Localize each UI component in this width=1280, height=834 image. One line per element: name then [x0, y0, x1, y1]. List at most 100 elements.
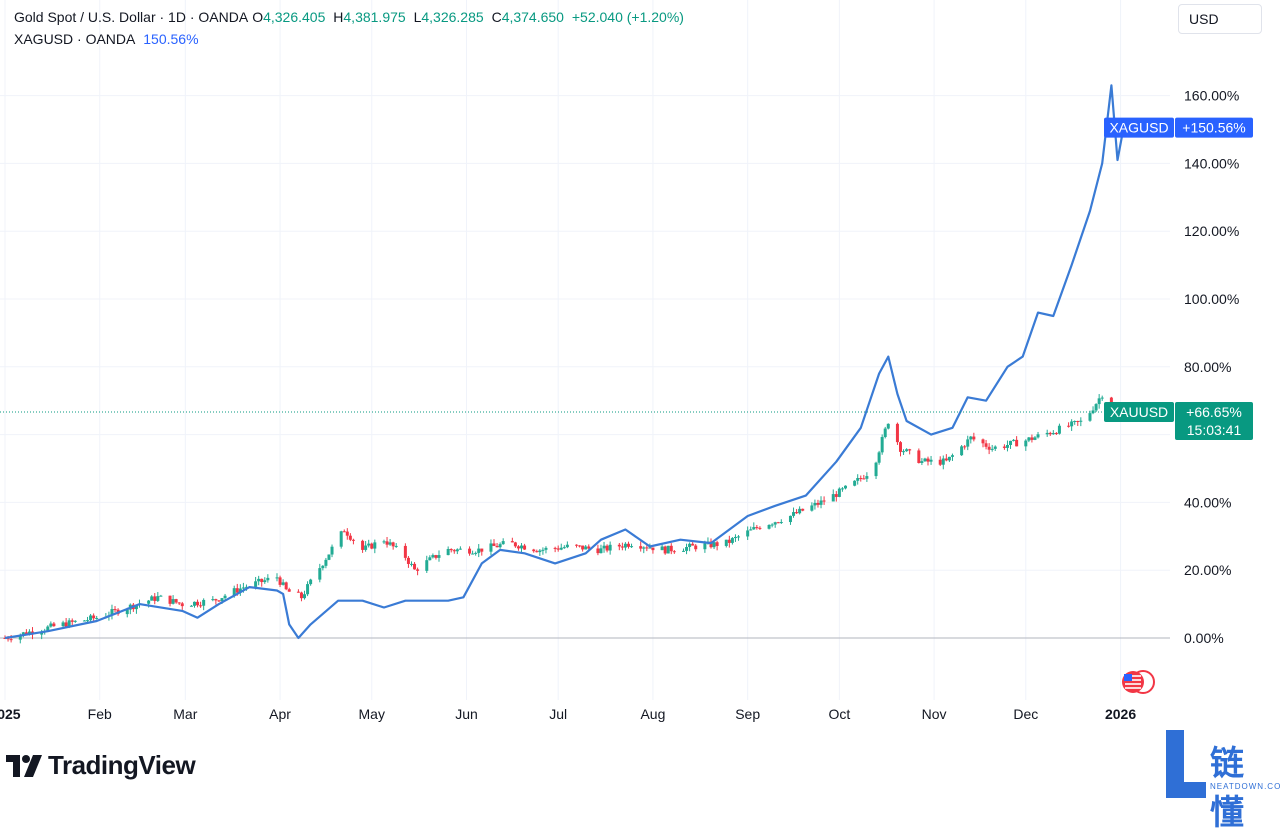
gold-candle	[489, 543, 493, 552]
gold-candle	[562, 547, 566, 549]
gold-candle	[752, 527, 756, 530]
gold-candle	[520, 545, 524, 549]
gold-candle	[125, 609, 129, 615]
compare-value: 150.56%	[143, 31, 199, 47]
y-tick-label: 40.00%	[1184, 494, 1231, 510]
gold-candle	[287, 589, 291, 592]
gold-candle	[403, 545, 407, 558]
gold-candle	[324, 559, 328, 566]
gold-candle	[306, 584, 310, 595]
x-tick-label: 2026	[1105, 706, 1136, 722]
close-value: 4,374.650	[501, 9, 564, 25]
gold-candle	[309, 579, 313, 585]
change-value: +52.040 (+1.20%)	[571, 9, 684, 25]
gold-candle	[929, 459, 933, 462]
gold-candle	[501, 541, 505, 545]
gold-candle	[902, 451, 906, 453]
gold-candle	[880, 437, 884, 453]
gold-candle	[428, 557, 432, 561]
gold-candle	[452, 550, 456, 552]
gold-candle	[834, 494, 838, 497]
x-tick-label: Nov	[922, 706, 947, 722]
gold-candle	[553, 547, 557, 549]
xagusd-name-badge	[1104, 117, 1174, 138]
gold-candle	[770, 524, 774, 526]
gold-candle	[856, 478, 860, 481]
gold-candle	[1033, 437, 1037, 440]
gold-candle	[819, 500, 823, 505]
watermark-l-icon	[1166, 730, 1206, 798]
gold-candle	[617, 544, 621, 547]
gold-candle	[278, 577, 282, 585]
gold-candle	[492, 543, 496, 546]
y-tick-label: 120.00%	[1184, 223, 1239, 239]
gold-candle	[46, 626, 50, 631]
gold-candle	[972, 436, 976, 440]
gold-candle	[284, 582, 288, 590]
gold-candle	[455, 549, 459, 552]
gold-candle	[211, 599, 215, 601]
price-chart[interactable]: 0.00%20.00%40.00%60.00%80.00%100.00%120.…	[0, 0, 1280, 801]
gold-candle	[810, 505, 814, 511]
xagusd-line	[4, 84, 1125, 640]
gold-candle	[681, 550, 685, 552]
gold-candle	[9, 639, 13, 641]
gold-candle	[434, 555, 438, 558]
compare-symbol-legend[interactable]: XAGUSD · OANDA 150.56%	[14, 31, 203, 47]
gold-candle	[798, 508, 802, 514]
tradingview-logo[interactable]: TradingView	[6, 750, 196, 781]
gold-candle	[1079, 420, 1083, 422]
gold-candle	[296, 591, 300, 593]
gold-candle	[715, 542, 719, 546]
gold-candle	[767, 524, 771, 529]
gold-candle	[608, 544, 612, 551]
gold-candle	[388, 542, 392, 545]
gold-candle	[513, 542, 517, 547]
gold-candle	[40, 632, 44, 635]
gold-candle	[755, 527, 759, 529]
gold-candle	[559, 547, 563, 550]
gold-candle	[244, 586, 248, 588]
gold-candle	[947, 456, 951, 461]
gold-candle	[1048, 432, 1052, 435]
gold-candle	[92, 615, 96, 619]
gold-candle	[749, 529, 753, 531]
gold-candle	[1030, 437, 1034, 440]
gold-candle	[694, 545, 698, 550]
gold-candle	[1036, 434, 1040, 438]
x-tick-label: Apr	[269, 706, 291, 722]
gold-candle	[626, 543, 630, 547]
gold-candle	[776, 522, 780, 524]
tradingview-logo-icon	[6, 754, 42, 777]
gold-candle	[966, 439, 970, 447]
gold-candle	[318, 568, 322, 580]
gold-candle	[773, 522, 777, 525]
gold-candle	[877, 452, 881, 463]
gold-candle	[321, 565, 325, 569]
gold-candle	[737, 536, 741, 538]
gold-candle	[330, 546, 334, 555]
gold-candle	[801, 508, 805, 511]
gold-candle	[235, 588, 239, 593]
gold-candle	[474, 552, 478, 554]
gold-candle	[831, 494, 835, 502]
high-label: H	[333, 9, 344, 25]
gold-candle	[645, 547, 649, 549]
gold-candle	[630, 546, 634, 548]
gold-candle	[257, 578, 261, 582]
gold-candle	[260, 578, 264, 583]
gold-candle	[963, 446, 967, 448]
gold-candle	[67, 620, 71, 627]
gold-candle	[180, 603, 184, 607]
gold-candle	[1057, 425, 1061, 434]
currency-button[interactable]: USD	[1178, 4, 1262, 34]
gold-candle	[70, 620, 74, 622]
open-label: O	[252, 9, 264, 25]
gold-candle	[712, 542, 716, 548]
gold-candle	[110, 609, 114, 616]
gold-candle	[944, 458, 948, 461]
gold-candle	[730, 538, 734, 543]
gold-candle	[688, 543, 692, 548]
xauusd-name-badge	[1104, 402, 1174, 423]
gold-candle	[113, 609, 117, 611]
